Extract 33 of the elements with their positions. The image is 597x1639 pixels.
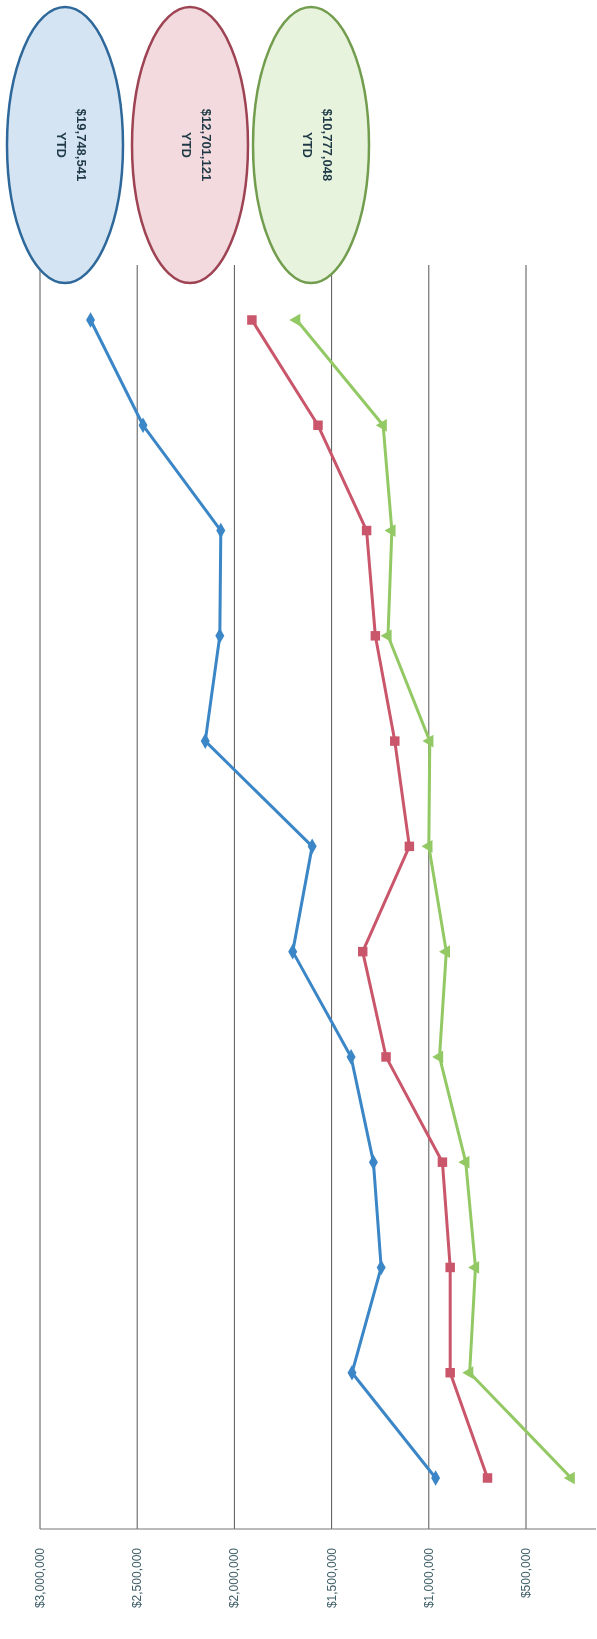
point [313,420,323,431]
point [432,1050,444,1064]
x-tick-label: $2,500,000 [130,1547,145,1609]
x-tick-label: $1,500,000 [324,1547,339,1609]
point [384,524,396,537]
text: YTD $19,748,541 [54,108,89,182]
point [404,841,415,852]
text: YTD $10,777,048 [300,108,335,182]
point [381,1052,391,1062]
point [458,1155,470,1169]
point [482,1473,493,1483]
point [375,418,387,432]
point [361,525,372,536]
point [390,736,400,746]
text: YTD $12,701,121 [179,108,214,182]
point [563,1471,575,1485]
point [422,734,434,748]
x-tick-label: $500,000 [519,1547,534,1599]
point [468,1261,480,1274]
point [462,1366,474,1380]
x-tick-label: $1,000,000 [421,1547,436,1609]
point [247,315,257,325]
point [437,1157,448,1167]
point [357,946,368,957]
point [421,840,433,853]
point [445,1262,455,1273]
point [438,945,450,958]
x-tick-label: $2,000,000 [227,1547,242,1609]
point [380,629,392,643]
x-tick-label: $3,000,000 [33,1547,47,1609]
point [445,1367,455,1378]
point [370,631,381,641]
point [289,313,301,327]
